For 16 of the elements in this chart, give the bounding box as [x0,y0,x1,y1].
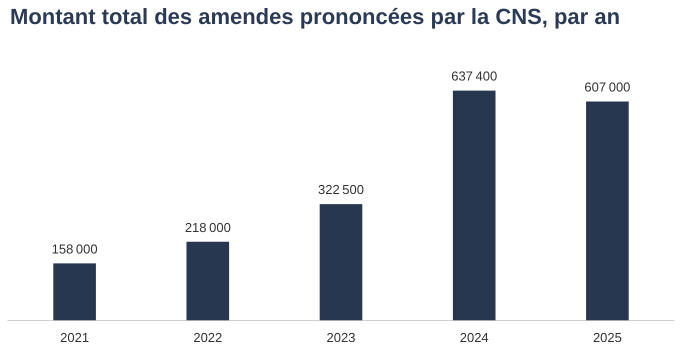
x-tick-label: 2023 [326,330,356,345]
data-label: 637 400 [451,68,498,84]
bar [53,263,96,320]
bar [186,242,230,320]
data-label: 158 000 [52,242,98,257]
chart-title: Montant total des amendes prononcées par la CNS, par an [10,4,620,30]
data-label: 218 000 [184,220,231,235]
x-tick-label: 2025 [592,330,622,345]
x-tick-label: 2022 [193,330,222,345]
x-tick-label: 2024 [460,330,489,345]
data-label: 607 000 [584,80,630,95]
data-label: 322 500 [318,182,364,198]
bar [452,90,496,320]
bar [320,204,362,320]
x-tick-label: 2021 [60,330,90,345]
bar [586,102,629,320]
